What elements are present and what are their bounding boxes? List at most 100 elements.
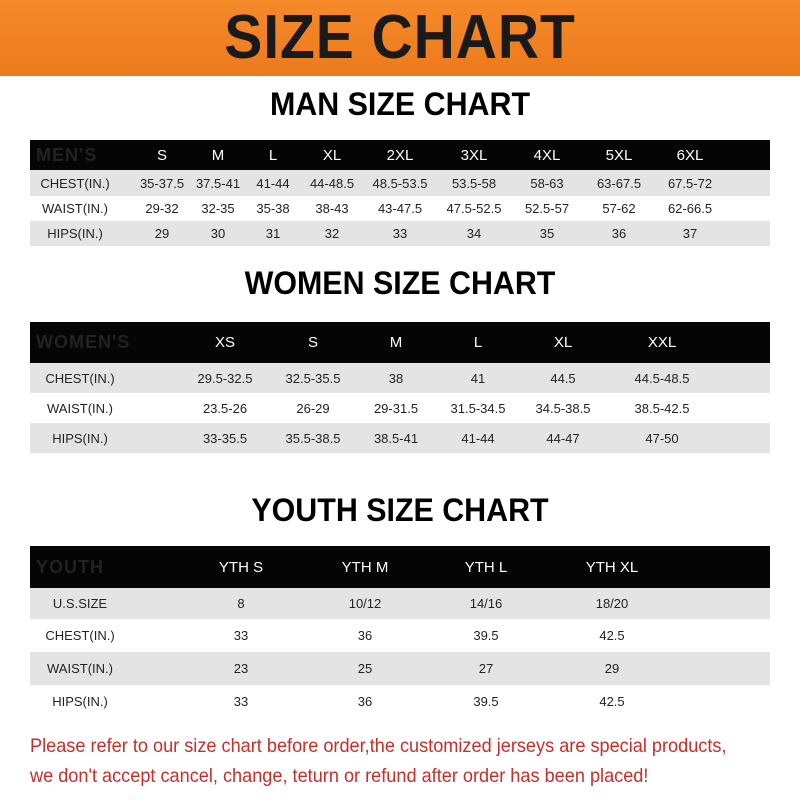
size-column-header: XS <box>214 334 236 351</box>
table-cell: 38 <box>388 370 404 386</box>
row-label: WAIST(IN.) <box>47 400 113 416</box>
row-label: HIPS(IN.) <box>52 693 108 709</box>
notice-line-1: Please refer to our size chart before or… <box>30 735 727 757</box>
table-row: U.S.SIZE 8 10/12 14/16 18/20 <box>30 588 770 619</box>
table-cell: 29 <box>154 226 170 241</box>
table-cell: 38-43 <box>315 201 349 216</box>
banner: SIZE CHART <box>0 0 800 76</box>
row-label: CHEST(IN.) <box>45 628 115 643</box>
size-column-header: M <box>211 146 225 164</box>
table-cell: 48.5-53.5 <box>372 175 428 191</box>
table-header-row: YOUTH YTH S YTH M YTH L YTH XL <box>30 546 770 588</box>
men-section-title: MAN SIZE CHART <box>269 86 531 122</box>
table-cell: 39.5 <box>473 628 499 643</box>
table-cell: 67.5-72 <box>667 175 713 191</box>
table-cell: 33 <box>392 226 408 241</box>
table-cell: 23.5-26 <box>202 400 248 416</box>
row-label: HIPS(IN.) <box>52 430 108 446</box>
table-row: WAIST(IN.) 29-32 32-35 35-38 38-43 43-47.5 47.… <box>30 196 770 221</box>
table-cell: 31.5-34.5 <box>450 400 506 416</box>
table-cell: 36 <box>611 226 627 241</box>
table-cell: 41-44 <box>256 175 290 191</box>
table-cell: 29.5-32.5 <box>197 370 253 386</box>
table-header-row: MEN'S S M L XL 2XL 3XL 4XL 5XL 6XL <box>30 140 770 170</box>
size-column-header: S <box>307 334 319 351</box>
table-cell: 62-66.5 <box>667 201 713 216</box>
table-heading: MEN'S <box>36 144 98 165</box>
table-cell: 23 <box>233 661 249 676</box>
notice-line-2: we don't accept cancel, change, teturn o… <box>30 765 649 787</box>
table-cell: 27 <box>478 661 494 676</box>
table-cell: 44.5 <box>550 370 576 386</box>
banner-title: SIZE CHART <box>224 3 576 72</box>
table-cell: 36 <box>357 693 373 709</box>
table-cell: 44.5-48.5 <box>634 370 690 386</box>
table-cell: 29-31.5 <box>373 400 419 416</box>
table-cell: 37.5-41 <box>195 175 241 191</box>
table-cell: 36 <box>357 628 373 643</box>
row-label: U.S.SIZE <box>52 596 108 611</box>
table-cell: 47.5-52.5 <box>446 201 502 216</box>
table-cell: 44-47 <box>546 430 580 446</box>
table-cell: 25 <box>357 661 373 676</box>
size-column-header: 6XL <box>676 146 704 164</box>
table-cell: 35-37.5 <box>139 175 185 191</box>
table-cell: 38.5-41 <box>373 430 419 446</box>
size-column-header: YTH XL <box>585 558 639 576</box>
size-column-header: 3XL <box>460 146 488 164</box>
table-cell: 37 <box>682 226 698 241</box>
table-cell: 35-38 <box>256 201 290 216</box>
table-row: CHEST(IN.) 29.5-32.5 32.5-35.5 38 41 44.5 44.5… <box>30 363 770 393</box>
table-cell: 32 <box>324 226 340 241</box>
size-column-header: XL <box>322 146 342 164</box>
youth-section-title: YOUTH SIZE CHART <box>251 492 549 528</box>
table-cell: 14/16 <box>469 596 503 611</box>
table-cell: 39.5 <box>473 693 499 709</box>
size-column-header: XXL <box>647 334 677 351</box>
table-heading: YOUTH <box>36 556 104 577</box>
table-cell: 32.5-35.5 <box>285 370 341 386</box>
table-cell: 34.5-38.5 <box>535 400 591 416</box>
table-cell: 8 <box>237 596 245 611</box>
size-column-header: 5XL <box>605 146 633 164</box>
size-column-header: 4XL <box>533 146 561 164</box>
table-row: WAIST(IN.) 23 25 27 29 <box>30 652 770 685</box>
size-column-header: 2XL <box>386 146 414 164</box>
table-cell: 34 <box>466 226 482 241</box>
size-column-header: L <box>473 334 483 351</box>
size-column-header: L <box>268 146 278 164</box>
table-row: HIPS(IN.) 29 30 31 32 33 34 35 36 37 <box>30 221 770 246</box>
table-cell: 43-47.5 <box>377 201 423 216</box>
table-cell: 52.5-57 <box>524 201 570 216</box>
table-cell: 41-44 <box>461 430 495 446</box>
table-cell: 31 <box>265 226 281 241</box>
table-row: CHEST(IN.) 35-37.5 37.5-41 41-44 44-48.5 48.5… <box>30 170 770 196</box>
row-label: WAIST(IN.) <box>42 201 108 216</box>
table-row: WAIST(IN.) 23.5-26 26-29 29-31.5 31.5-34.5 34… <box>30 393 770 423</box>
table-cell: 33 <box>233 628 249 643</box>
table-cell: 58-63 <box>530 175 564 191</box>
table-cell: 29 <box>604 661 620 676</box>
table-cell: 30 <box>210 226 226 241</box>
table-cell: 10/12 <box>348 596 382 611</box>
row-label: WAIST(IN.) <box>47 661 113 676</box>
size-column-header: M <box>389 334 403 351</box>
table-cell: 42.5 <box>599 693 625 709</box>
table-cell: 18/20 <box>595 596 629 611</box>
size-column-header: XL <box>553 334 573 351</box>
row-label: CHEST(IN.) <box>45 370 115 386</box>
size-column-header: YTH L <box>464 558 508 576</box>
size-column-header: YTH S <box>218 558 264 576</box>
table-cell: 26-29 <box>296 400 330 416</box>
table-cell: 41 <box>470 370 486 386</box>
women-size-table: WOMEN'S XS S M L XL XXL CHEST(IN.) 29.5-32.5 32.5… <box>30 322 770 453</box>
table-heading: WOMEN'S <box>36 332 131 352</box>
men-size-table: MEN'S S M L XL 2XL 3XL 4XL 5XL 6XL CHEST(IN.) 35-37… <box>30 140 770 246</box>
table-cell: 32-35 <box>201 201 235 216</box>
table-cell: 35 <box>539 226 555 241</box>
table-cell: 57-62 <box>602 201 636 216</box>
table-header-row: WOMEN'S XS S M L XL XXL <box>30 322 770 363</box>
table-row: HIPS(IN.) 33-35.5 35.5-38.5 38.5-41 41-44 44-… <box>30 423 770 453</box>
row-label: CHEST(IN.) <box>40 175 110 191</box>
table-cell: 42.5 <box>599 628 625 643</box>
